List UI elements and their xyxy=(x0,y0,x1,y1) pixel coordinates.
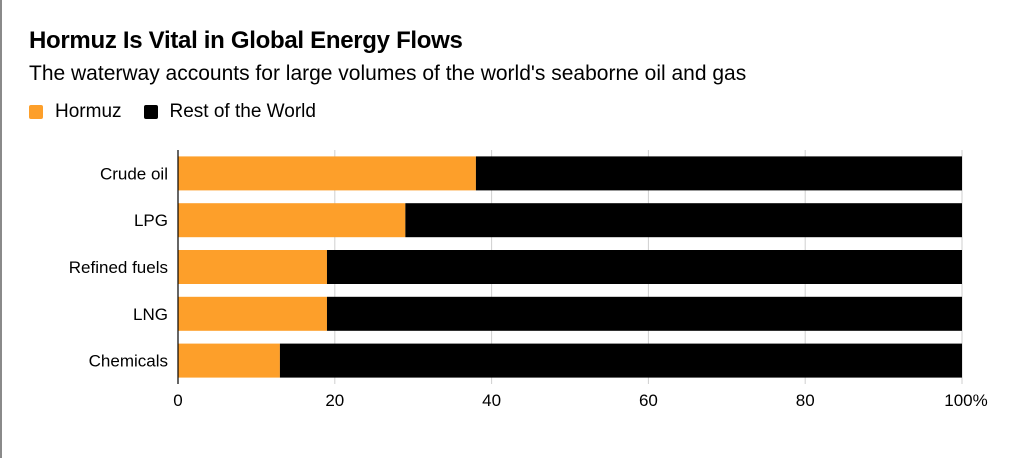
bar-rest-of-world xyxy=(405,203,962,238)
bar-hormuz xyxy=(178,343,280,378)
bar-rest-of-world xyxy=(475,156,962,191)
left-border xyxy=(0,0,2,458)
x-tick-label: 100% xyxy=(944,391,987,410)
bar-hormuz xyxy=(178,250,327,284)
chart-title: Hormuz Is Vital in Global Energy Flows xyxy=(29,27,463,54)
bar-rest-of-world xyxy=(326,250,963,284)
legend-item-rest-of-world: Rest of the World xyxy=(143,101,316,123)
bar-rest-of-world xyxy=(279,343,962,378)
x-tick-label: 0 xyxy=(173,391,182,410)
legend-label-rest-of-world: Rest of the World xyxy=(169,101,316,122)
legend-swatch-rest-of-world xyxy=(143,105,158,119)
legend: Hormuz Rest of the World xyxy=(29,101,338,123)
legend-swatch-hormuz xyxy=(29,105,43,119)
bar-rest-of-world xyxy=(326,296,963,331)
x-tick-label: 60 xyxy=(639,391,658,410)
category-label: LPG xyxy=(134,211,168,230)
x-tick-label: 40 xyxy=(482,391,501,410)
category-label: Refined fuels xyxy=(69,258,168,277)
bar-hormuz xyxy=(178,156,476,191)
x-tick-label: 20 xyxy=(325,391,344,410)
category-label: LNG xyxy=(133,305,168,324)
bar-hormuz xyxy=(178,203,406,238)
x-tick-label: 80 xyxy=(796,391,815,410)
bar-hormuz xyxy=(178,296,327,331)
legend-label-hormuz: Hormuz xyxy=(55,101,122,122)
category-label: Chemicals xyxy=(89,352,168,371)
legend-item-hormuz: Hormuz xyxy=(29,101,122,123)
chart-subtitle: The waterway accounts for large volumes … xyxy=(29,62,747,85)
category-label: Crude oil xyxy=(100,164,168,183)
